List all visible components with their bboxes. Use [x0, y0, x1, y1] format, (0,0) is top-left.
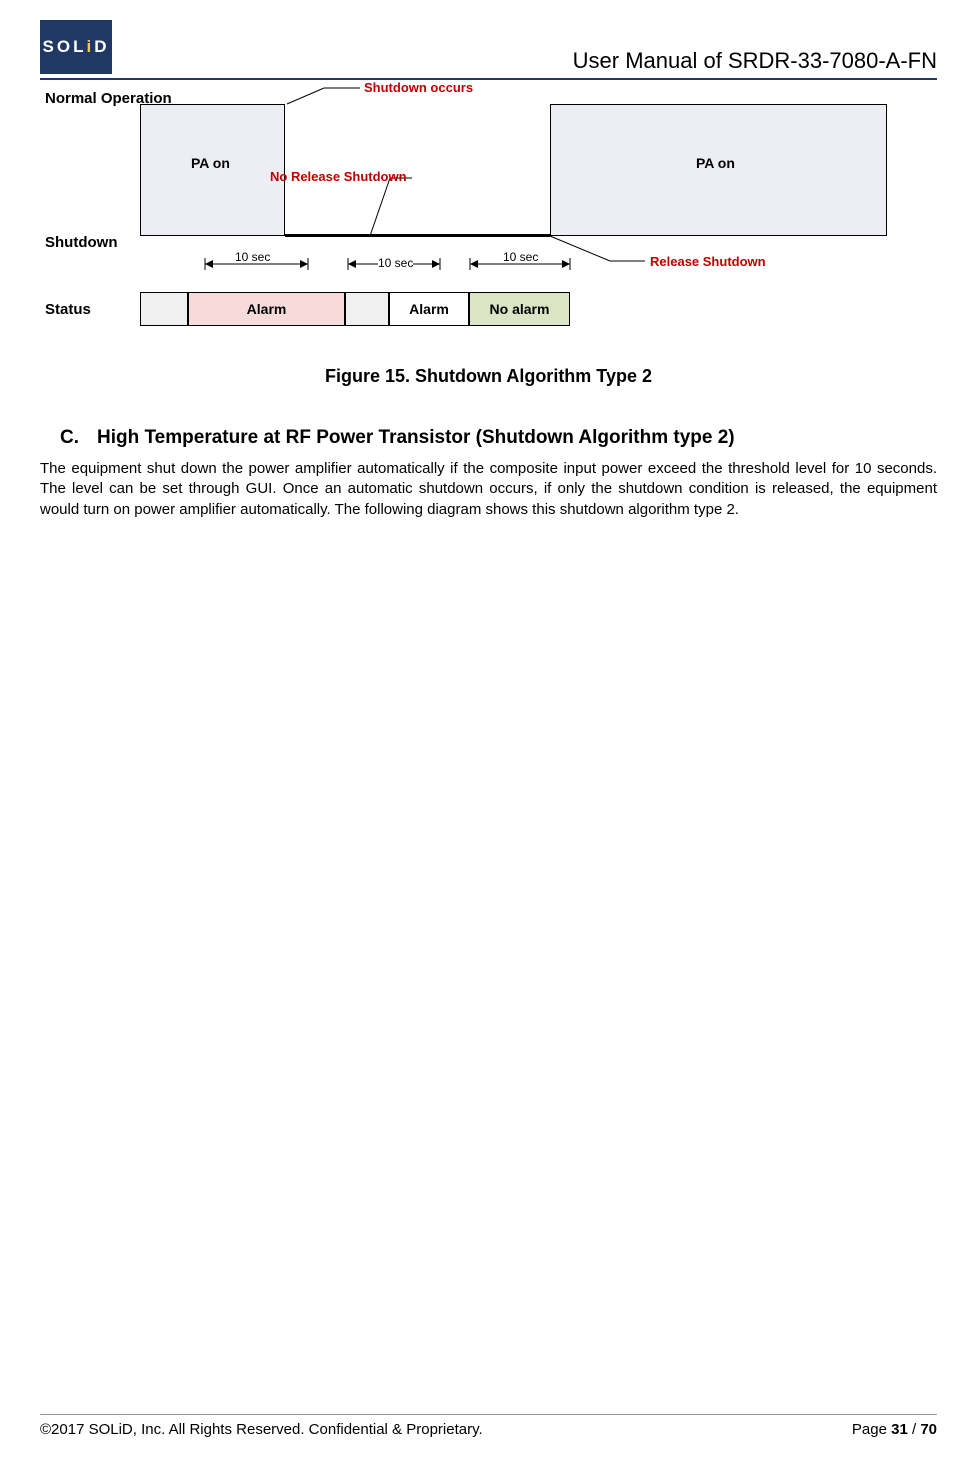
- section-heading: C. High Temperature at RF Power Transisto…: [60, 427, 937, 449]
- figure-caption: Figure 15. Shutdown Algorithm Type 2: [40, 366, 937, 387]
- status-alarm-2: Alarm: [389, 292, 469, 326]
- body-paragraph: The equipment shut down the power amplif…: [40, 459, 937, 520]
- page-label: Page: [852, 1421, 891, 1438]
- status-alarm-1: Alarm: [188, 292, 345, 326]
- copyright-text: ©2017 SOLiD, Inc. All Rights Reserved. C…: [40, 1421, 483, 1438]
- logo-suffix: D: [94, 37, 109, 57]
- page-current: 31: [891, 1421, 908, 1438]
- section-prefix: C.: [60, 427, 79, 448]
- status-neutral-1: [140, 292, 188, 326]
- page-footer: ©2017 SOLiD, Inc. All Rights Reserved. C…: [40, 1414, 937, 1438]
- page-total: 70: [920, 1421, 937, 1438]
- callout-shutdown-occurs: Shutdown occurs: [364, 80, 473, 95]
- page-sep: /: [908, 1421, 921, 1438]
- page-number: Page 31 / 70: [852, 1421, 937, 1438]
- section-title: High Temperature at RF Power Transistor …: [97, 427, 735, 448]
- status-neutral-2: [345, 292, 389, 326]
- page-header: SOLiD User Manual of SRDR-33-7080-A-FN: [40, 20, 937, 80]
- dim-1: 10 sec: [235, 250, 270, 264]
- callout-release: Release Shutdown: [650, 254, 766, 269]
- dim-2: 10 sec: [378, 256, 413, 270]
- logo-prefix: SOL: [43, 37, 87, 57]
- status-noalarm: No alarm: [469, 292, 570, 326]
- logo-i: i: [86, 37, 94, 57]
- header-title: User Manual of SRDR-33-7080-A-FN: [573, 48, 937, 74]
- shutdown-diagram: Normal Operation Shutdown Status PA on P…: [40, 86, 937, 356]
- solid-logo: SOLiD: [40, 20, 112, 74]
- dim-3: 10 sec: [503, 250, 538, 264]
- callout-no-release: No Release Shutdown: [270, 169, 407, 184]
